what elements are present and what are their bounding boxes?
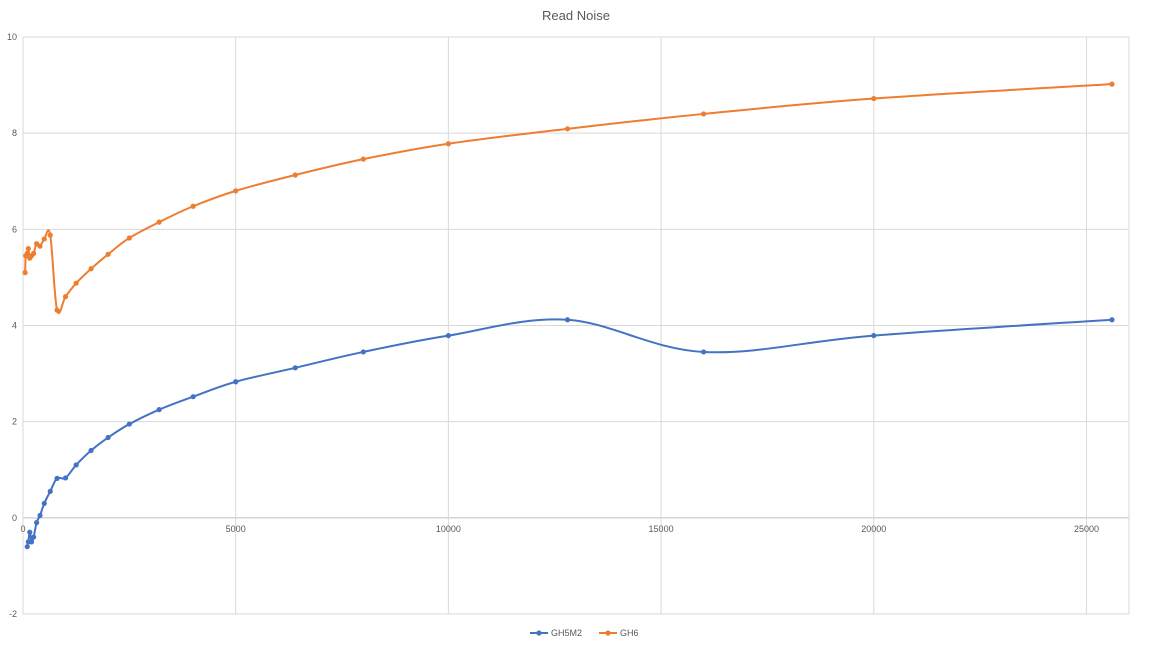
y-tick-label: 6 <box>12 224 17 234</box>
data-point <box>871 332 877 339</box>
y-tick-label: 0 <box>12 513 17 523</box>
y-tick-label: 10 <box>7 32 17 42</box>
data-point <box>41 236 47 242</box>
data-point <box>233 188 239 194</box>
data-point <box>126 421 132 427</box>
data-point <box>190 394 196 400</box>
y-tick-label: 2 <box>12 417 17 427</box>
x-tick-label: 10000 <box>436 524 461 534</box>
data-point <box>62 475 69 481</box>
data-point <box>1109 317 1115 323</box>
x-tick-label: 15000 <box>649 524 674 534</box>
data-point <box>41 500 47 507</box>
y-tick-label: 4 <box>12 321 17 331</box>
legend-swatch-marker <box>536 630 542 636</box>
data-point <box>34 520 40 526</box>
series-gh5m2 <box>24 317 1115 550</box>
data-point <box>445 332 451 339</box>
data-point <box>445 141 451 147</box>
data-point <box>22 270 28 276</box>
data-point <box>360 349 366 355</box>
data-point <box>156 407 162 413</box>
data-point <box>31 250 37 256</box>
data-point <box>31 534 37 540</box>
series-gh6 <box>22 81 1115 315</box>
data-point <box>54 307 60 313</box>
data-point <box>28 539 35 545</box>
legend-label: GH6 <box>620 628 639 638</box>
data-point <box>88 266 94 272</box>
data-point <box>54 475 60 482</box>
data-point <box>564 126 571 132</box>
data-point <box>564 317 571 323</box>
data-point <box>190 203 196 209</box>
y-tick-label: 8 <box>12 128 17 138</box>
data-point <box>126 235 132 241</box>
legend-label: GH5M2 <box>551 628 582 638</box>
legend-swatch-marker <box>605 630 611 636</box>
y-tick-label: -2 <box>9 609 17 619</box>
data-point <box>73 280 79 286</box>
legend-item: GH6 <box>599 628 639 638</box>
data-point <box>37 512 43 519</box>
x-tick-label: 20000 <box>861 524 886 534</box>
data-point <box>88 447 94 454</box>
data-point <box>47 232 53 238</box>
data-point <box>292 365 298 371</box>
data-point <box>871 95 877 102</box>
series-layer <box>22 81 1115 550</box>
data-point <box>1109 81 1115 87</box>
x-tick-label: 25000 <box>1074 524 1099 534</box>
grid <box>22 36 1130 615</box>
legend: GH5M2 GH6 <box>530 628 639 638</box>
data-point <box>24 544 30 550</box>
data-point <box>105 434 111 441</box>
data-point <box>701 111 707 117</box>
data-point <box>156 219 162 225</box>
data-point <box>73 462 79 468</box>
series-line <box>24 83 1113 315</box>
data-point <box>233 379 239 385</box>
data-point <box>292 172 298 178</box>
legend-item: GH5M2 <box>530 628 582 638</box>
axis-labels: -2 0 2 4 6 8 10 0 5000 10000 15000 20000 25000 <box>7 32 1099 619</box>
data-point <box>25 245 31 252</box>
data-point <box>701 349 707 355</box>
chart-title: Read Noise <box>542 8 610 23</box>
data-point <box>360 156 366 162</box>
data-point <box>24 250 30 256</box>
data-point <box>47 488 53 494</box>
data-point <box>105 251 111 257</box>
x-tick-label: 5000 <box>226 524 246 534</box>
data-point <box>27 529 33 535</box>
data-point <box>37 243 43 249</box>
data-point <box>62 294 69 300</box>
x-tick-label: 0 <box>20 524 25 534</box>
series-line <box>26 318 1113 547</box>
